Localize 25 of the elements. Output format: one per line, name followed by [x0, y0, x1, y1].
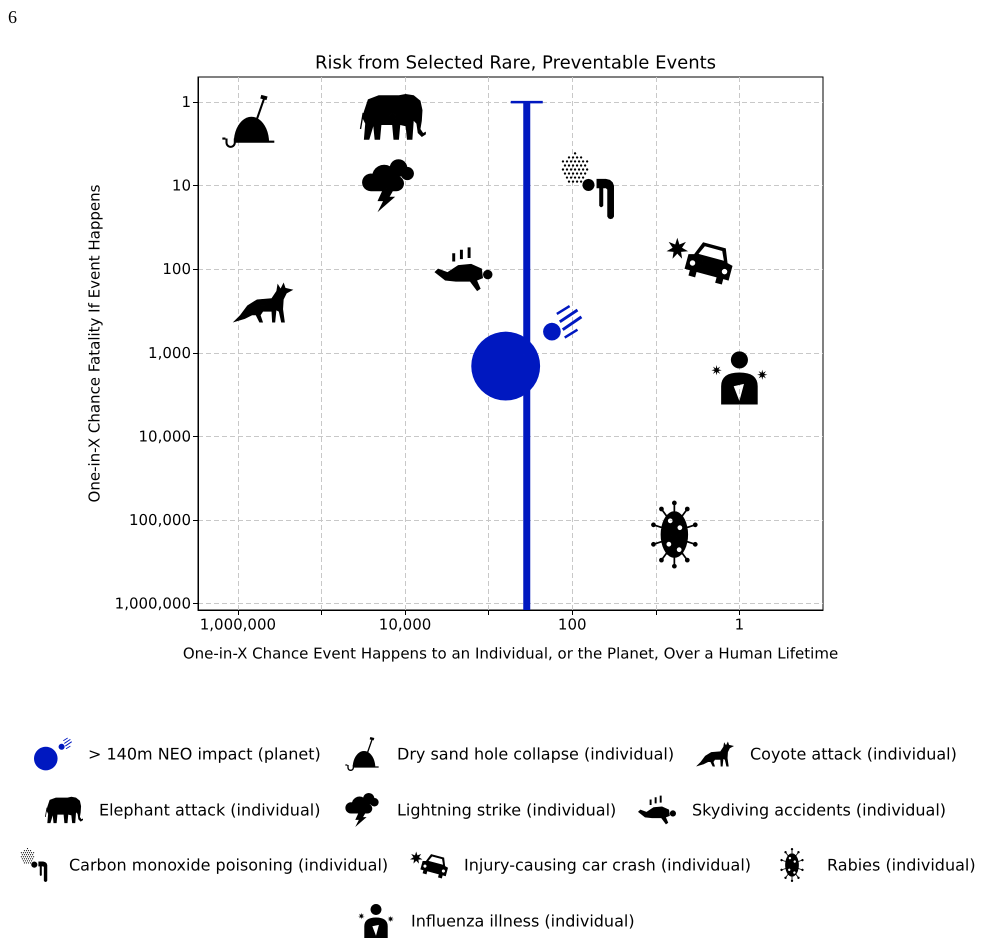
legend-label: Elephant attack (individual) [99, 800, 320, 820]
x-tick-label: 10,000 [378, 616, 432, 634]
y-tick-label: 10,000 [138, 427, 191, 446]
legend-label: Lightning strike (individual) [397, 800, 616, 820]
legend-label: Rabies (individual) [827, 856, 976, 874]
x-axis-title: One-in-X Chance Event Happens to an Individual, or the Planet, Over a Human Lifetime [182, 644, 838, 662]
legend-label: Skydiving accidents (individual) [692, 800, 946, 820]
y-tick-label: 1,000,000 [114, 594, 191, 612]
legend-label: > 140m NEO impact (planet) [88, 744, 321, 764]
y-tick-label: 1 [181, 93, 191, 112]
legend-label: Carbon monoxide poisoning (individual) [69, 856, 388, 874]
x-tick-label: 1 [734, 616, 744, 634]
legend-label: Dry sand hole collapse (individual) [397, 744, 674, 764]
x-tick-label: 100 [558, 616, 587, 634]
y-tick-label: 100 [162, 260, 191, 278]
chart-title: Risk from Selected Rare, Preventable Events [314, 52, 716, 74]
legend-label: Injury-causing car crash (individual) [464, 856, 752, 874]
legend-label: Coyote attack (individual) [750, 744, 957, 764]
y-tick-label: 10 [172, 176, 191, 195]
y-axis-title: One-in-X Chance Fatality If Event Happens [86, 184, 104, 502]
legend-label: Influenza illness (individual) [411, 912, 635, 930]
y-tick-label: 100,000 [128, 510, 191, 529]
x-tick-label: 1,000,000 [200, 616, 276, 634]
text: 6 [8, 7, 17, 27]
y-tick-label: 1,000 [148, 344, 191, 362]
